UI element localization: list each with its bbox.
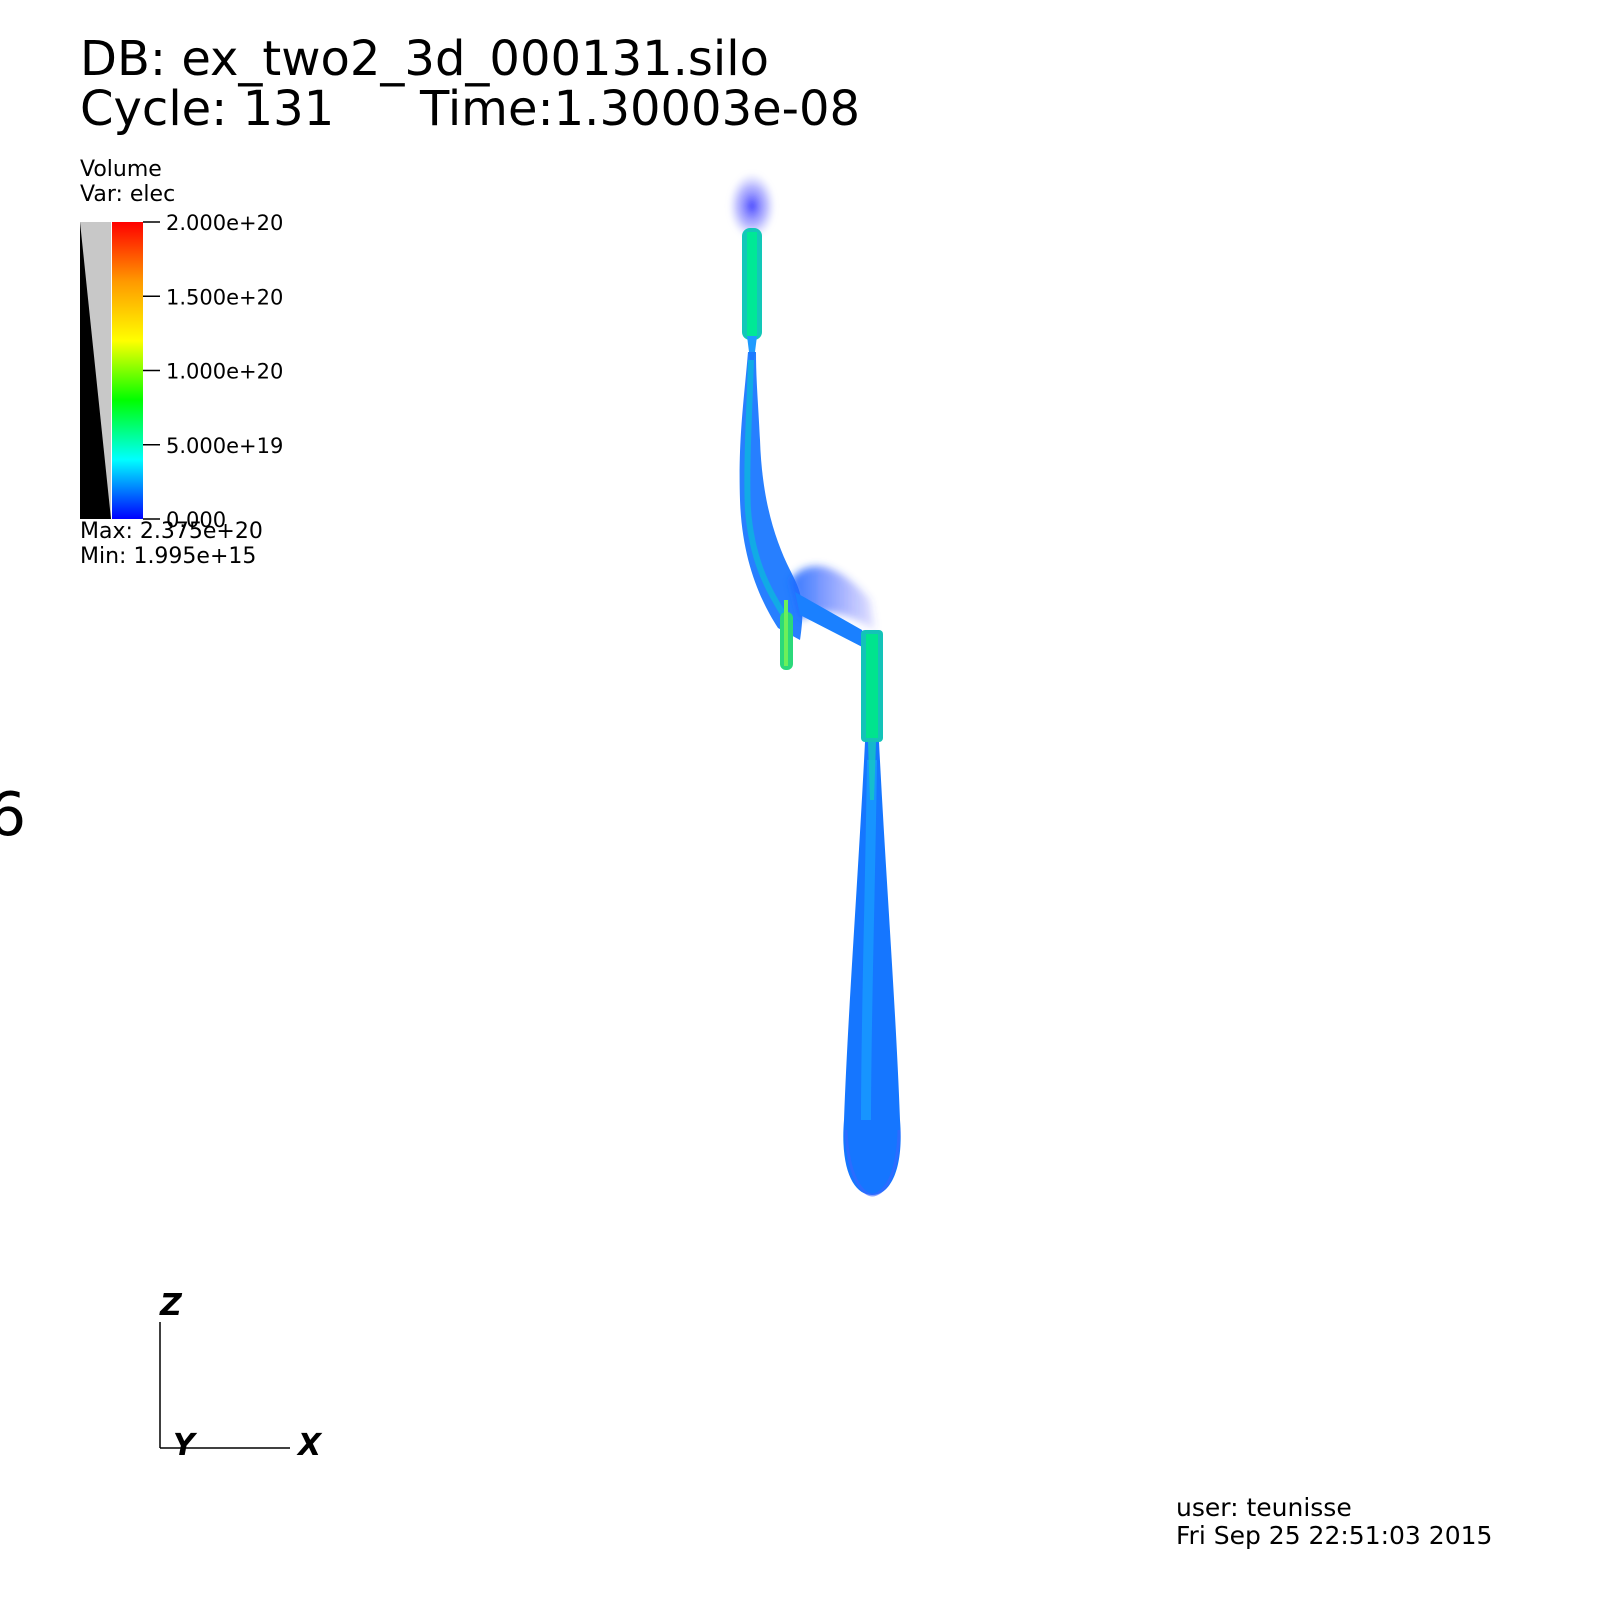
cycle-time-row: Cycle: 131 Time:1.30003e-08: [80, 81, 860, 137]
legend-tick-label: 2.000e+20: [166, 211, 283, 235]
legend-tick-label: 1.000e+20: [166, 360, 283, 384]
legend-min-label: Min: 1.995e+15: [80, 544, 257, 569]
curved-section: [739, 352, 803, 640]
top-halo: [728, 172, 776, 240]
date-label: Fri Sep 25 22:51:03 2015: [1176, 1521, 1493, 1550]
diagonal-connector: [795, 592, 872, 652]
legend-var-label: Var: elec: [80, 182, 176, 207]
legend-tick-label: 5.000e+19: [166, 434, 283, 458]
z-axis-label: Z: [159, 1288, 183, 1323]
axis-triad: Z Y X: [159, 1288, 323, 1463]
clipped-glyph: 6: [0, 780, 26, 850]
cycle-label: Cycle: 131: [80, 81, 335, 137]
legend-max-label: Max: 2.375e+20: [80, 519, 263, 544]
upper-stem-core: [747, 232, 757, 336]
volume-plot: [728, 172, 901, 1197]
legend-plot-type: Volume: [80, 157, 162, 182]
database-label: DB: ex_two2_3d_000131.silo: [80, 31, 769, 87]
legend-tick-label: 0.000: [166, 508, 226, 532]
color-ramp: [112, 222, 143, 519]
y-axis-label: Y: [173, 1428, 198, 1463]
time-label: Time:1.30003e-08: [420, 81, 861, 137]
user-label: user: teunisse: [1176, 1493, 1352, 1522]
legend-tick-label: 1.500e+20: [166, 285, 283, 309]
color-legend: 2.000e+20 1.500e+20 1.000e+20 5.000e+19 0.00…: [80, 211, 283, 532]
x-axis-label: X: [296, 1428, 323, 1463]
opacity-ramp: [80, 222, 111, 519]
